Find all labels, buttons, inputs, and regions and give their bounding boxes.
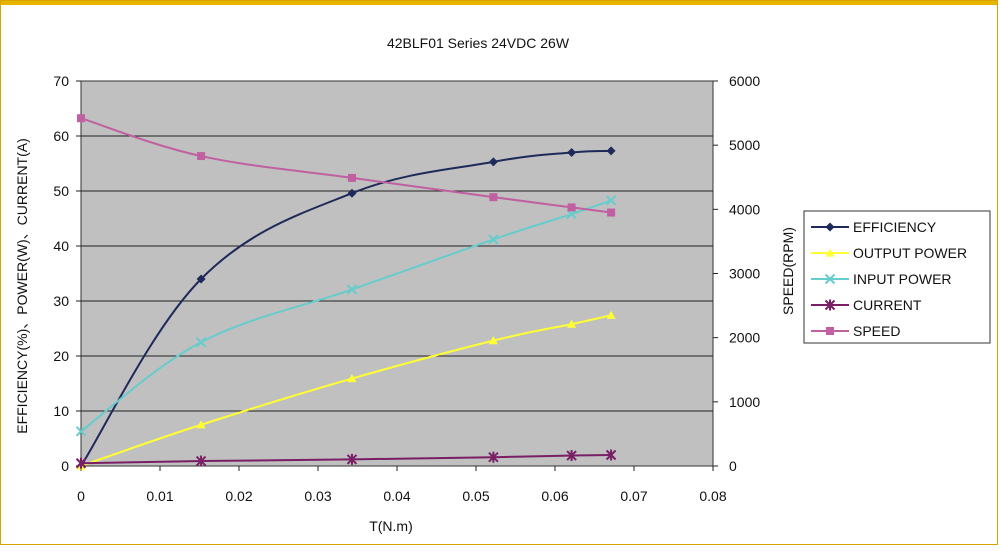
y2-tick-label: 1000: [729, 394, 760, 410]
marker-speed: [567, 203, 576, 212]
marker-output-power: [606, 310, 616, 319]
y2-tick-label: 3000: [729, 266, 760, 282]
y2-tick-label: 5000: [729, 137, 760, 153]
legend-label: OUTPUT POWER: [853, 245, 967, 261]
marker-output-power: [347, 374, 357, 383]
y-tick-label: 0: [61, 458, 69, 474]
marker-efficiency: [196, 274, 206, 284]
x-tick-label: 0.02: [225, 488, 252, 504]
legend-marker-icon: [826, 327, 834, 335]
marker-efficiency: [567, 148, 577, 157]
series-markers: [75, 114, 617, 471]
marker-current: [75, 457, 87, 469]
legend-marker-icon: [824, 273, 836, 285]
marker-input-power: [346, 284, 358, 295]
x-tick-label: 0.05: [462, 488, 489, 504]
legend-label: SPEED: [853, 323, 900, 339]
legend-marker-icon: [825, 248, 835, 257]
marker-input-power: [488, 234, 499, 245]
legend-item-current: CURRENT: [811, 297, 922, 313]
marker-current: [605, 449, 617, 461]
y-tick-label: 40: [53, 238, 69, 254]
x-tick-label: 0.06: [541, 488, 568, 504]
marker-output-power: [488, 336, 498, 345]
marker-current: [566, 450, 577, 462]
y-tick-label: 50: [53, 183, 69, 199]
y-tick-label: 70: [53, 73, 69, 89]
marker-output-power: [196, 420, 206, 429]
marker-current: [195, 455, 207, 467]
legend-marker-icon: [824, 299, 836, 311]
legend-box: [803, 210, 991, 344]
legend-item-output-power: OUTPUT POWER: [811, 245, 967, 261]
y-axis-label: EFFICIENCY(%)、POWER(W)、CURRENT(A): [14, 138, 30, 434]
y2-axis-ticks: 0 1000 2000 3000 4000 5000 6000: [713, 73, 760, 474]
y2-tick-label: 0: [729, 458, 737, 474]
y2-tick-label: 6000: [729, 73, 760, 89]
x-tick-label: 0.01: [146, 488, 173, 504]
y-axis-ticks: 0 10 20 30 40 50 60 70: [53, 73, 81, 474]
marker-input-power: [75, 426, 87, 437]
marker-current: [488, 451, 499, 463]
legend-label: CURRENT: [853, 297, 922, 313]
y2-axis-label: SPEED(RPM): [780, 227, 796, 315]
y2-tick-label: 4000: [729, 201, 760, 217]
marker-speed: [197, 152, 206, 161]
y-tick-label: 20: [53, 348, 69, 364]
marker-speed: [489, 193, 498, 202]
y-tick-label: 10: [53, 403, 69, 419]
y2-tick-label: 2000: [729, 330, 760, 346]
chart-title: 42BLF01 Series 24VDC 26W: [387, 35, 570, 51]
legend-label: EFFICIENCY: [853, 219, 937, 235]
x-axis-label: T(N.m): [369, 518, 413, 534]
x-axis-ticks: 0 0.01 0.02 0.03 0.04 0.05 0.06 0.07 0.08: [77, 466, 727, 504]
legend-item-efficiency: EFFICIENCY: [811, 219, 937, 235]
y-tick-label: 30: [53, 293, 69, 309]
x-tick-label: 0: [77, 488, 85, 504]
marker-current: [346, 453, 358, 465]
marker-speed: [77, 114, 85, 123]
x-tick-label: 0.04: [383, 488, 410, 504]
marker-efficiency: [347, 188, 357, 198]
marker-output-power: [567, 319, 577, 328]
marker-speed: [347, 173, 356, 182]
gridlines: [81, 135, 713, 412]
legend-marker-icon: [825, 222, 835, 232]
legend-item-input-power: INPUT POWER: [811, 271, 952, 287]
y-tick-label: 60: [53, 128, 69, 144]
x-tick-label: 0.07: [620, 488, 647, 504]
x-tick-label: 0.03: [304, 488, 331, 504]
x-tick-label: 0.08: [699, 488, 726, 504]
marker-input-power: [195, 337, 207, 348]
marker-speed: [607, 208, 616, 217]
marker-efficiency: [606, 146, 616, 156]
marker-input-power: [605, 195, 617, 206]
legend: EFFICIENCY OUTPUT POWER INPUT POWER CURRENT…: [803, 210, 991, 344]
legend-item-speed: SPEED: [811, 323, 900, 339]
legend-label: INPUT POWER: [853, 271, 952, 287]
marker-efficiency: [488, 157, 498, 167]
